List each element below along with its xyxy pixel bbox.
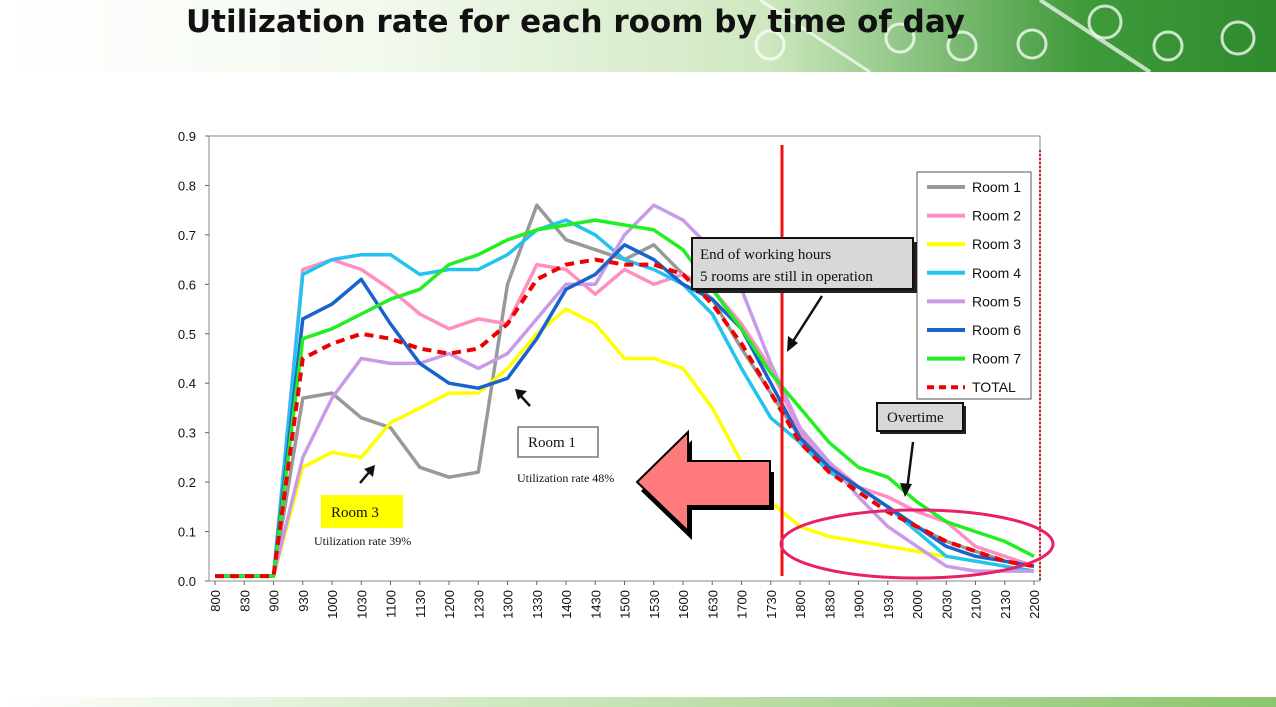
x-tick-label: 1130 [413, 590, 428, 618]
banner-decoration [754, 0, 1256, 72]
legend-label: Room 7 [972, 351, 1021, 367]
overtime-pointer [905, 441, 915, 491]
overtime-ellipse [779, 508, 1055, 580]
y-tick-label: 0.0 [178, 574, 196, 589]
x-tick-label: 900 [267, 590, 282, 612]
room3-pointer-head [364, 465, 375, 477]
series-line-room-6 [215, 243, 1035, 578]
legend-label: Room 5 [972, 293, 1021, 309]
legend: Room 1 Room 2 Room 3 Room 4 Room 5 Room 6 Room… [927, 179, 1021, 395]
overtime-text: Overtime [887, 410, 944, 426]
legend-label: TOTAL [972, 379, 1016, 395]
x-tick-label: 1100 [384, 590, 399, 618]
x-axis-ticks: 800 830 900 930 1000 1030 1100 1130 1200 1230 1300… [208, 581, 1042, 619]
end-of-work-callout [691, 237, 914, 290]
y-tick-label: 0.8 [178, 178, 196, 193]
end-of-work-text-2: 5 rooms are still in operation [700, 269, 873, 285]
x-tick-label: 2100 [969, 590, 984, 619]
y-tick-label: 0.3 [178, 426, 196, 441]
legend-label: Room 4 [972, 265, 1021, 281]
x-tick-label: 930 [296, 590, 311, 612]
room1-pointer-head [515, 389, 527, 400]
end-of-work-pointer-head [787, 336, 798, 352]
eco-icons [754, 4, 1256, 62]
x-tick-label: 2000 [910, 590, 925, 619]
y-tick-label: 0.5 [178, 327, 196, 342]
x-tick-label: 1800 [793, 590, 808, 619]
legend-label: Room 2 [972, 208, 1021, 224]
x-tick-label: 2130 [998, 590, 1013, 619]
title-banner: Utilization rate for each room by time o… [0, 0, 1276, 72]
x-tick-label: 800 [208, 590, 223, 612]
room1-rate: Utilization rate 48% [517, 471, 614, 485]
legend-box [916, 171, 1032, 400]
series-line-room-7 [215, 218, 1035, 578]
series-line-room-5 [215, 203, 1034, 578]
x-tick-label: 1200 [442, 590, 457, 619]
x-tick-label: 1930 [881, 590, 896, 619]
y-tick-label: 0.4 [178, 376, 196, 391]
x-tick-label: 1630 [705, 590, 720, 619]
room3-label: Room 3 [331, 505, 379, 521]
x-tick-label: 2030 [939, 590, 954, 619]
x-tick-label: 1730 [764, 590, 779, 619]
left-arrow [635, 429, 771, 534]
x-tick-label: 1000 [325, 590, 340, 619]
x-tick-label: 1030 [354, 590, 369, 619]
x-tick-label: 1500 [618, 590, 633, 619]
overtime-pointer-head [900, 483, 912, 497]
room3-label-box [321, 495, 403, 528]
series-line-room-2 [215, 257, 1035, 578]
footer-bar [0, 697, 1276, 707]
x-tick-label: 1830 [822, 590, 837, 619]
page-title: Utilization rate for each room by time o… [186, 4, 965, 40]
legend-label: Room 6 [972, 322, 1021, 338]
legend-label: Room 3 [972, 236, 1021, 252]
x-tick-label: 1530 [647, 590, 662, 619]
x-tick-label: 1700 [735, 590, 750, 619]
y-tick-label: 0.1 [178, 525, 196, 540]
legend-label: Room 1 [972, 179, 1021, 195]
x-tick-label: 1900 [852, 590, 867, 619]
x-tick-label: 1300 [501, 590, 516, 619]
x-tick-label: 830 [237, 590, 252, 612]
y-tick-label: 0.6 [178, 277, 196, 292]
y-tick-label: 0.7 [178, 228, 196, 243]
x-tick-label: 1400 [559, 590, 574, 619]
series-line-total [215, 257, 1035, 579]
series-lines [215, 203, 1035, 579]
x-tick-label: 1430 [588, 590, 603, 619]
room3-rate: Utilization rate 39% [314, 534, 411, 548]
y-tick-label: 0.2 [178, 475, 196, 490]
room1-label-box [517, 426, 599, 458]
end-of-work-text-1: End of working hours [700, 247, 831, 263]
x-tick-label: 1230 [471, 590, 486, 619]
series-line-room-3 [215, 307, 1035, 578]
room1-label: Room 1 [528, 435, 576, 451]
x-tick-label: 1330 [530, 590, 545, 619]
y-tick-label: 0.9 [178, 129, 196, 144]
overtime-callout [876, 402, 964, 432]
end-of-work-pointer [788, 295, 824, 347]
x-tick-label: 2200 [1027, 590, 1042, 619]
y-axis-ticks: 0.0 0.1 0.2 0.3 0.4 0.5 0.6 0.7 0.8 0.9 [178, 129, 209, 589]
x-tick-label: 1600 [676, 590, 691, 619]
